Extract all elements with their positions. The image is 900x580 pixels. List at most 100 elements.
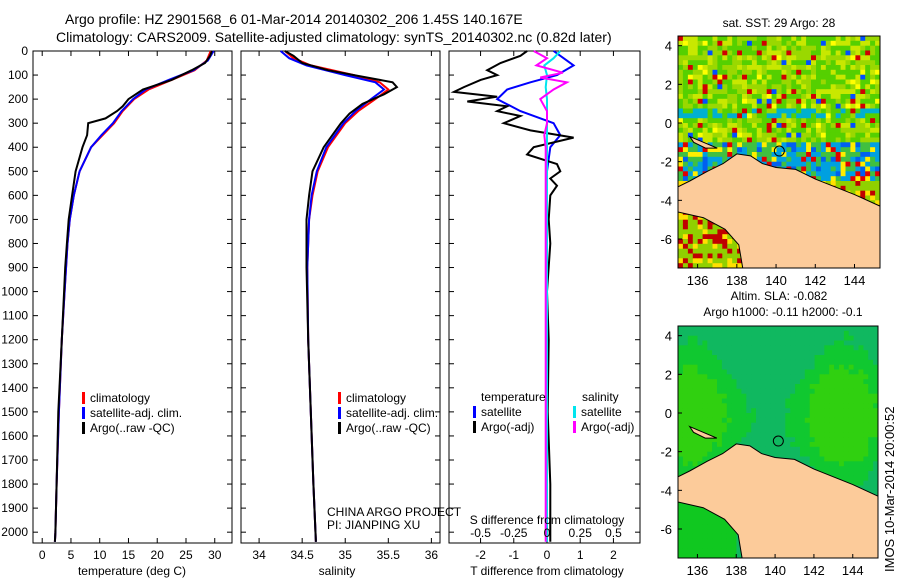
map-cell [845,161,851,167]
map-cell [746,326,752,332]
map-cell [801,89,807,95]
map-cell [801,118,807,124]
map-cell [853,326,859,332]
map-cell [848,369,855,375]
map-cell [858,446,864,453]
map-cell [682,65,689,71]
map-cell [692,330,698,337]
map-cell [697,533,703,540]
map-cell [781,40,787,47]
map-cell [843,384,850,390]
map-cell [747,55,753,61]
map-cell [760,388,767,395]
map-cell [721,413,728,419]
map-cell [717,113,723,119]
map-cell [751,384,757,390]
map-cell [765,442,772,448]
map-cell [835,123,842,129]
map-cell [875,176,881,182]
map-cell [839,403,845,409]
map-cell [692,451,698,457]
t-legend-title: temperature [481,390,546,404]
map-cell [702,65,708,71]
map-cell [860,69,866,76]
map-cell [682,137,689,143]
map-cell [870,50,876,56]
map-cell [702,538,708,544]
map-cell [830,74,837,80]
map-cell [801,123,807,129]
map-cell [801,60,807,66]
map-cell [692,446,698,453]
map-cell [707,369,713,375]
map-frame [677,35,881,269]
map-cell [741,427,747,433]
map-cell [825,118,832,124]
map-cell [687,403,694,409]
map-cell [843,364,850,370]
map-cell [863,475,869,482]
map-cell [751,345,757,351]
map-cell [732,239,738,245]
map-cell [707,529,713,535]
map-cell [790,340,796,346]
map-cell [702,335,708,341]
map-cell [682,548,689,554]
map-cell [863,330,869,337]
map-cell [682,519,689,525]
map-cell [839,359,845,366]
map-cell [775,437,781,443]
lat-tick-label: 4 [665,329,672,344]
map-cell [776,45,782,51]
map-cell [712,60,718,66]
map-cell [737,142,743,148]
map-cell [702,156,708,163]
map-cell [697,345,703,351]
map-cell [811,161,817,167]
map-cell [796,166,802,172]
map-cell [825,176,832,182]
map-cell [702,543,708,549]
map-cell [845,185,851,192]
map-cell [721,427,728,433]
map-cell [736,422,742,428]
map-cell [850,113,856,119]
map-cell [840,137,846,143]
map-cell [796,79,802,85]
map-cell [692,142,699,148]
map-cell [697,422,703,428]
map-cell [811,65,817,71]
map-cell [702,118,708,124]
map-cell [692,529,698,535]
map-cell [712,326,718,332]
map-cell [756,156,763,163]
map-cell [756,437,762,443]
map-cell [731,364,738,370]
map-cell [760,393,767,399]
map-cell [853,480,859,486]
map-cell [780,398,786,404]
map-cell [726,427,733,433]
map-cell [829,403,835,409]
map-cell [751,379,757,385]
map-cell [875,103,881,109]
map-cell [820,142,827,148]
s-diff-tick-label: -0.5 [470,526,491,540]
map-cell [712,132,718,138]
map-cell [870,36,876,42]
map-cell [850,118,856,124]
map-cell [770,432,777,438]
map-cell [717,118,723,124]
map-cell [845,45,851,51]
map-cell [801,79,807,85]
map-cell [746,359,752,366]
map-cell [775,384,781,390]
map-cell [751,398,757,404]
map-cell [717,364,723,370]
map-cell [722,84,728,90]
map-cell [712,118,718,124]
map-cell [732,89,738,95]
map-cell [770,359,777,366]
map-cell [687,446,694,453]
map-cell [682,330,689,337]
